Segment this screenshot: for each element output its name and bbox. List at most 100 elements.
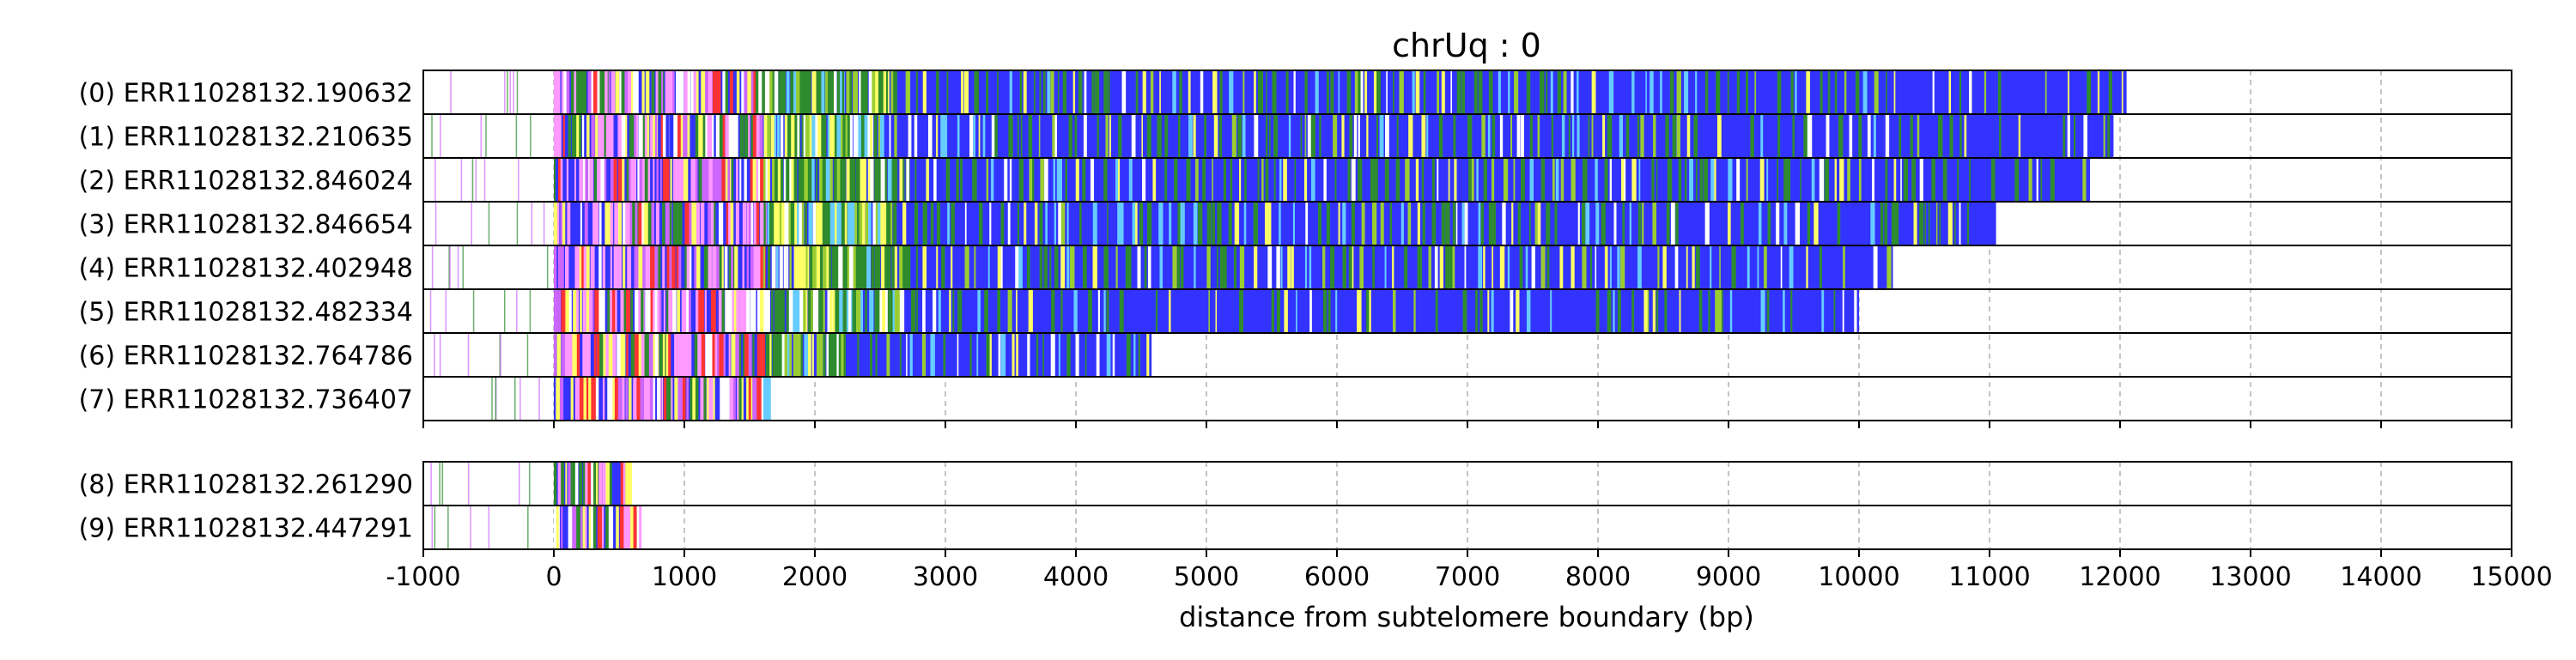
read-mark bbox=[1018, 158, 1024, 202]
read-mark bbox=[721, 245, 724, 289]
read-mark bbox=[774, 202, 780, 245]
read-mark bbox=[724, 245, 728, 289]
read-mark bbox=[1361, 202, 1365, 245]
read-mark bbox=[1695, 158, 1698, 202]
read-mark bbox=[1212, 158, 1213, 202]
read-mark bbox=[644, 158, 651, 202]
read-mark bbox=[1242, 114, 1246, 158]
read-mark bbox=[589, 158, 594, 202]
read-mark bbox=[760, 289, 766, 333]
read-mark bbox=[1417, 202, 1420, 245]
read-mark bbox=[723, 202, 726, 245]
read-mark bbox=[1172, 245, 1177, 289]
read-mark bbox=[1202, 158, 1206, 202]
read-mark bbox=[811, 114, 817, 158]
read-mark bbox=[1293, 70, 1296, 114]
read-mark bbox=[1919, 202, 1924, 245]
read-mark bbox=[1806, 245, 1808, 289]
read-mark bbox=[969, 333, 972, 377]
read-mark bbox=[936, 245, 939, 289]
read-mark bbox=[794, 202, 799, 245]
read-mark bbox=[572, 333, 578, 377]
read-mark bbox=[819, 245, 823, 289]
read-mark bbox=[598, 114, 604, 158]
read-mark bbox=[431, 506, 434, 549]
read-mark bbox=[1103, 158, 1108, 202]
read-mark bbox=[1092, 202, 1097, 245]
read-mark bbox=[607, 377, 614, 421]
read-mark bbox=[1065, 158, 1068, 202]
upper-panel: (0) ERR11028132.190632 (1) ERR11028132.21… bbox=[79, 70, 2512, 428]
read-mark bbox=[563, 377, 568, 421]
read-mark bbox=[1050, 333, 1055, 377]
read-mark bbox=[1115, 158, 1120, 202]
read-mark bbox=[648, 333, 656, 377]
read-mark bbox=[941, 245, 945, 289]
read-mark bbox=[688, 289, 691, 333]
read-mark bbox=[626, 333, 629, 377]
read-mark bbox=[721, 158, 726, 202]
read-mark bbox=[1305, 202, 1309, 245]
read-mark bbox=[1441, 70, 1445, 114]
read-mark bbox=[1342, 202, 1346, 245]
read-mark bbox=[626, 506, 631, 549]
read-mark bbox=[1174, 158, 1178, 202]
read-mark bbox=[949, 289, 951, 333]
read-mark bbox=[846, 70, 851, 114]
read-mark bbox=[1078, 70, 1083, 114]
read-mark bbox=[1366, 114, 1369, 158]
read-mark bbox=[1483, 245, 1485, 289]
read-mark bbox=[1710, 158, 1715, 202]
read-mark bbox=[645, 70, 653, 114]
read-mark bbox=[811, 289, 813, 333]
read-mark bbox=[1873, 114, 1876, 158]
read-mark bbox=[1413, 289, 1416, 333]
read-mark bbox=[847, 114, 852, 158]
read-mark bbox=[1106, 333, 1111, 377]
read-mark bbox=[1288, 114, 1291, 158]
read-mark bbox=[571, 202, 574, 245]
read-mark bbox=[1478, 245, 1483, 289]
read-mark bbox=[447, 506, 449, 549]
read-mark bbox=[848, 289, 852, 333]
read-mark bbox=[1699, 158, 1704, 202]
read-mark bbox=[593, 333, 596, 377]
read-mark bbox=[706, 289, 712, 333]
read-mark bbox=[720, 377, 725, 421]
read-mark bbox=[1585, 158, 1588, 202]
read-mark bbox=[684, 202, 690, 245]
read-mark bbox=[1911, 158, 1916, 202]
read-mark bbox=[708, 377, 714, 421]
read-mark bbox=[1777, 158, 1778, 202]
read-mark bbox=[1208, 289, 1210, 333]
read-mark bbox=[670, 114, 677, 158]
read-mark bbox=[431, 114, 433, 158]
read-mark bbox=[1959, 114, 1962, 158]
read-mark bbox=[875, 202, 880, 245]
read-mark bbox=[978, 114, 981, 158]
read-mark bbox=[1421, 114, 1426, 158]
read-mark bbox=[1180, 245, 1184, 289]
read-mark bbox=[621, 70, 626, 114]
read-mark bbox=[1884, 202, 1888, 245]
read-mark bbox=[1910, 114, 1913, 158]
read-mark bbox=[836, 70, 841, 114]
read-mark bbox=[1517, 202, 1522, 245]
read-mark bbox=[596, 333, 602, 377]
read-mark bbox=[679, 333, 687, 377]
read-mark bbox=[673, 114, 680, 158]
read-mark bbox=[1223, 245, 1227, 289]
read-label: (7) ERR11028132.736407 bbox=[79, 385, 413, 415]
read-mark bbox=[1164, 114, 1169, 158]
read-mark bbox=[1657, 245, 1660, 289]
read-mark bbox=[2087, 70, 2092, 114]
read-mark bbox=[1716, 114, 1722, 158]
read-mark bbox=[753, 202, 757, 245]
read-mark bbox=[1609, 158, 1613, 202]
read-mark bbox=[1342, 245, 1346, 289]
read-mark bbox=[1651, 158, 1655, 202]
read-mark bbox=[591, 333, 597, 377]
read-mark bbox=[634, 333, 641, 377]
read-mark bbox=[1800, 158, 1801, 202]
read-mark bbox=[627, 245, 632, 289]
